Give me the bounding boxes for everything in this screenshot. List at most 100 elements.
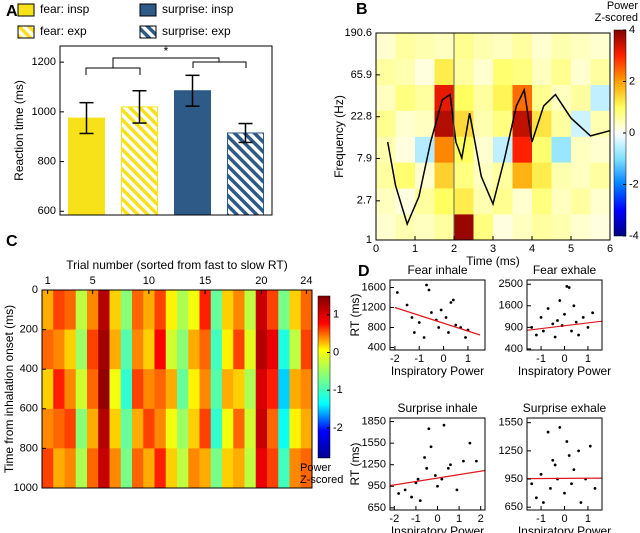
- heatmap-cell: [415, 33, 435, 60]
- heatmap-cell: [395, 162, 416, 189]
- heatmap-cell: [120, 408, 133, 449]
- heatmap-cell: [278, 290, 290, 330]
- heatmap-cell: [132, 369, 144, 410]
- legend-swatch: [17, 25, 35, 39]
- scatter-point: [572, 304, 576, 308]
- y-axis-label: RT (ms): [348, 294, 362, 337]
- scatter-point: [558, 425, 562, 429]
- heatmap-cell: [300, 290, 313, 330]
- x-axis-label: Time (ms): [466, 254, 520, 268]
- scatter-point: [534, 496, 538, 500]
- scatter-point: [549, 487, 552, 490]
- y-tick-label: 1200: [362, 301, 386, 313]
- heatmap-cell: [244, 329, 257, 370]
- y-axis-label: RT (ms): [348, 443, 362, 486]
- scatter-point: [430, 311, 433, 314]
- heatmap-cell: [98, 448, 110, 489]
- heatmap-cell: [177, 290, 189, 330]
- plot-frame: [59, 45, 273, 216]
- heatmap-cell: [98, 329, 110, 370]
- heatmap-cell: [233, 408, 245, 449]
- heatmap-cell: [53, 329, 65, 370]
- heatmap-cell: [376, 84, 396, 111]
- scatter-point: [574, 320, 578, 324]
- heatmap-cell: [210, 408, 223, 449]
- x-tick-label: 1: [456, 513, 462, 525]
- scatter-point: [417, 321, 421, 324]
- scatter-point: [410, 495, 413, 499]
- heatmap-cell: [415, 136, 435, 163]
- x-axis-label: Inspiratory Power: [518, 364, 611, 378]
- heatmap-cell: [493, 136, 513, 163]
- scatter-point: [539, 472, 543, 476]
- heatmap-cell: [154, 329, 167, 370]
- heatmap-cell: [75, 408, 88, 449]
- scatter-point: [436, 484, 439, 488]
- x-tick-label: -1: [536, 513, 546, 525]
- heatmap-cell: [300, 408, 313, 449]
- heatmap-cell: [512, 110, 533, 137]
- heatmap-cell: [590, 162, 611, 189]
- y-tick-label: 400: [20, 363, 38, 375]
- heatmap-cell: [395, 214, 416, 241]
- heatmap-cell: [199, 448, 212, 489]
- heatmap-cell: [571, 162, 591, 189]
- legend-label: fear: exp: [40, 24, 87, 38]
- scatter-point: [451, 298, 455, 302]
- y-tick-label: 1000: [32, 106, 56, 118]
- heatmap-cell: [454, 84, 474, 111]
- scatter-point: [433, 474, 437, 477]
- colorbar-label: Power: [607, 0, 639, 12]
- scatter-point: [425, 466, 429, 470]
- heatmap-cell: [165, 329, 178, 370]
- heatmap-cell: [109, 448, 122, 489]
- heatmap-cell: [165, 408, 178, 449]
- y-tick-label: 1600: [499, 300, 523, 312]
- x-tick-label: 4: [529, 243, 535, 255]
- scatter-point: [462, 459, 465, 463]
- scatter-point: [542, 501, 545, 504]
- y-tick-label: 1250: [499, 445, 523, 457]
- x-axis-title: Trial number (sorted from fast to slow R…: [66, 258, 287, 272]
- y-tick-label: 950: [505, 473, 523, 485]
- scatter-point: [572, 468, 576, 472]
- scatter-point: [418, 499, 422, 503]
- heatmap-cell: [120, 329, 133, 370]
- heatmap-cell: [551, 214, 572, 241]
- heatmap-cell: [244, 408, 257, 449]
- y-tick-label: 7.9: [357, 152, 372, 164]
- trace-line: [386, 87, 611, 227]
- heatmap-cell: [233, 369, 245, 410]
- plot-frame: [389, 279, 486, 351]
- heatmap-cell: [64, 448, 77, 489]
- y-tick-label: 400: [505, 343, 523, 355]
- x-tick-label: -2: [390, 353, 400, 365]
- heatmap-cell: [376, 58, 396, 85]
- scatter-point: [474, 459, 478, 463]
- heatmap-cell: [109, 369, 122, 410]
- x-tick-label: 5: [568, 243, 574, 255]
- heatmap-cell: [590, 136, 611, 163]
- x-tick-label: 1: [412, 243, 418, 255]
- y-tick-label: 2.7: [357, 195, 372, 207]
- heatmap-cell: [493, 188, 513, 215]
- heatmap-cell: [590, 84, 611, 111]
- heatmap-cell: [64, 290, 77, 330]
- x-tick-label: -1: [411, 513, 421, 525]
- heatmap-cell: [188, 369, 200, 410]
- heatmap-cell: [473, 58, 494, 85]
- heatmap-cell: [590, 214, 611, 241]
- heatmap-cell: [267, 448, 279, 489]
- heatmap-cell: [395, 84, 416, 111]
- heatmap-cell: [434, 58, 455, 85]
- x-tick-label: 20: [255, 275, 267, 287]
- scatter-point: [567, 454, 571, 457]
- heatmap-cell: [473, 136, 494, 163]
- x-tick-label: -2: [389, 513, 399, 525]
- y-tick-label: 190.6: [344, 27, 372, 39]
- heatmap-cell: [395, 188, 416, 215]
- scatter-point: [440, 477, 444, 481]
- heatmap-cell: [454, 58, 474, 85]
- heatmap-cell: [233, 329, 245, 370]
